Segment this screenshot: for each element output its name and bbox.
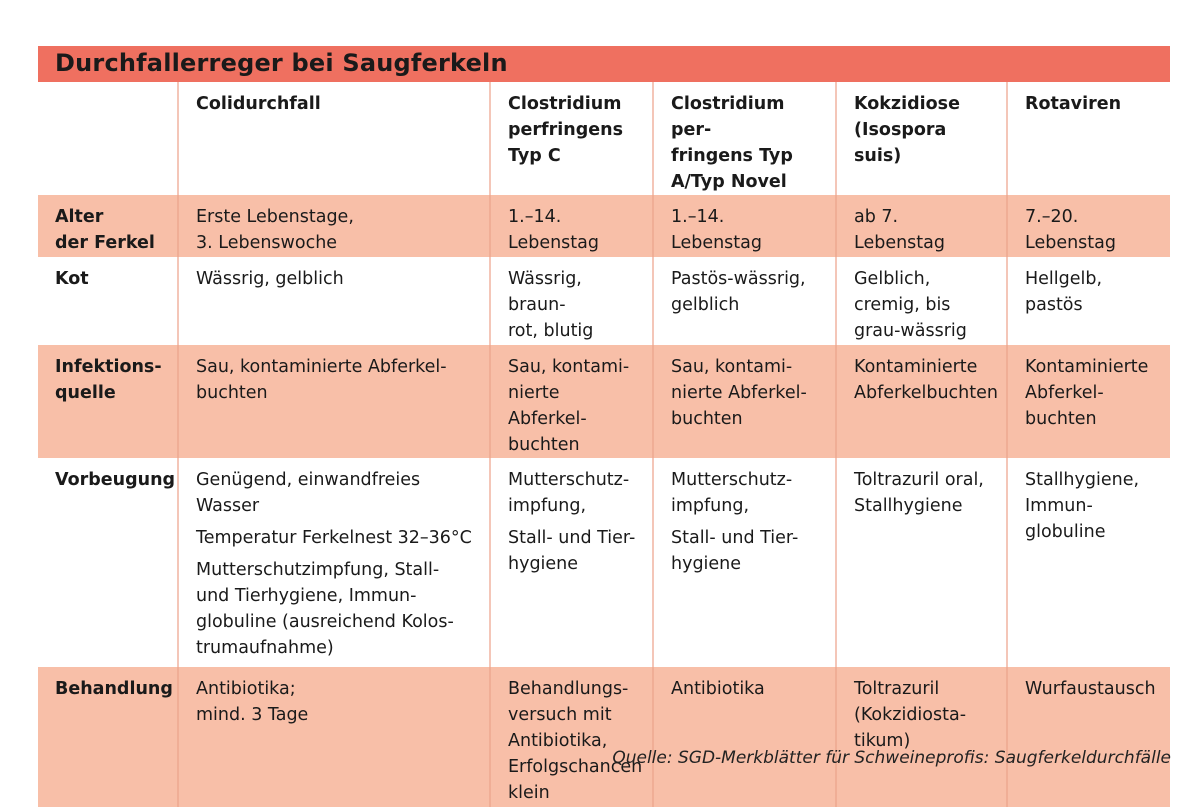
column-header: Clostridium perfringens Typ C — [489, 82, 653, 195]
table-cell: Kontaminierte Abferkel- buchten — [1006, 345, 1170, 458]
cell-text: Kontaminierte Abferkelbuchten — [854, 357, 998, 403]
cell-text: Pastös-wässrig, gelblich — [671, 269, 806, 315]
cell-text: Sau, kontaminierte Abferkel- buchten — [196, 357, 447, 403]
header-row: Colidurchfall Clostridium perfringens Typ… — [38, 82, 1170, 195]
table-cell: Sau, kontami- nierte Abferkel- buchten — [489, 345, 653, 458]
cell-text: Antibiotika — [671, 679, 765, 699]
cell-text: Wässrig, gelblich — [196, 269, 344, 289]
cell-text: Hellgelb, pastös — [1025, 269, 1103, 315]
row-label: Infektions- quelle — [38, 345, 178, 458]
cell-text: Genügend, einwandfreies Wasser — [196, 470, 421, 516]
table-cell: Toltrazuril oral, Stallhygiene — [835, 458, 1007, 667]
table-cell: Sau, kontaminierte Abferkel- buchten — [177, 345, 490, 458]
cell-text: Erste Lebenstage, 3. Lebenswoche — [196, 207, 354, 253]
cell-text: Wurfaustausch — [1025, 679, 1156, 699]
row-label: Kot — [55, 269, 89, 289]
row-label: Vorbeugung — [55, 470, 176, 490]
column-header: Rotaviren — [1006, 82, 1170, 195]
table-cell: Mutterschutz- impfung, Stall- und Tier- h… — [489, 458, 653, 667]
table-cell: 1.–14. Lebenstag — [489, 195, 653, 257]
table-cell: Genügend, einwandfreies Wasser Temperatur… — [177, 458, 490, 667]
column-header — [38, 82, 178, 195]
table-cell: ab 7. Lebenstag — [835, 195, 1007, 257]
table-cell: Stallhygiene, Immun- globuline — [1006, 458, 1170, 667]
table-cell: Mutterschutz- impfung, Stall- und Tier- h… — [652, 458, 836, 667]
column-header: Kokzidiose (Isospora suis) — [835, 82, 1007, 195]
pathogen-table: Colidurchfall Clostridium perfringens Typ… — [38, 82, 1170, 807]
cell-text: Stallhygiene, Immun- globuline — [1025, 470, 1140, 542]
table-cell: Wässrig, braun- rot, blutig — [489, 257, 653, 345]
cell-text: Stall- und Tier- hygiene — [671, 528, 799, 574]
column-header: Colidurchfall — [177, 82, 490, 195]
table-row: Kot Wässrig, gelblich Wässrig, braun- rot,… — [38, 257, 1170, 345]
cell-text: Kontaminierte Abferkel- buchten — [1025, 357, 1149, 429]
table-cell: Wässrig, gelblich — [177, 257, 490, 345]
cell-text: ab 7. Lebenstag — [854, 207, 945, 253]
cell-text: Sau, kontami- nierte Abferkel- buchten — [671, 357, 807, 429]
table-cell: Antibiotika — [652, 667, 836, 807]
table-cell: Pastös-wässrig, gelblich — [652, 257, 836, 345]
cell-text: Mutterschutzimpfung, Stall- und Tierhygi… — [196, 560, 454, 658]
table-cell: Erste Lebenstage, 3. Lebenswoche — [177, 195, 490, 257]
cell-text: 1.–14. Lebenstag — [508, 207, 599, 253]
cell-text: Gelblich, cremig, bis grau-wässrig — [854, 269, 967, 341]
table-row: Alter der Ferkel Erste Lebenstage, 3. Leb… — [38, 195, 1170, 257]
table-cell: Kontaminierte Abferkelbuchten — [835, 345, 1007, 458]
table-cell: 7.–20. Lebenstag — [1006, 195, 1170, 257]
cell-text: Behandlungs- versuch mit Antibiotika, Er… — [508, 679, 643, 803]
table-row: Vorbeugung Genügend, einwandfreies Wasser… — [38, 458, 1170, 667]
table-cell: Gelblich, cremig, bis grau-wässrig — [835, 257, 1007, 345]
cell-text: Mutterschutz- impfung, — [508, 470, 630, 516]
table-cell: 1.–14. Lebenstag — [652, 195, 836, 257]
row-label: Alter der Ferkel — [38, 195, 178, 257]
column-header: Clostridium per- fringens Typ A/Typ Nove… — [652, 82, 836, 195]
source-note: Quelle: SGD-Merkblätter für Schweineprof… — [612, 748, 1171, 768]
row-label: Behandlung — [38, 667, 178, 807]
cell-text: Wässrig, braun- rot, blutig — [508, 269, 594, 341]
table-cell: Wurfaustausch — [1006, 667, 1170, 807]
table-row: Infektions- quelle Sau, kontaminierte Abf… — [38, 345, 1170, 458]
table-cell: Behandlungs- versuch mit Antibiotika, Er… — [489, 667, 653, 807]
cell-text: Antibiotika; mind. 3 Tage — [196, 679, 309, 725]
table-cell: Hellgelb, pastös — [1006, 257, 1170, 345]
cell-text: Stall- und Tier- hygiene — [508, 528, 636, 574]
table-title: Durchfallerreger bei Saugferkeln — [55, 49, 508, 77]
table-cell: Antibiotika; mind. 3 Tage — [177, 667, 490, 807]
table-title-bar: Durchfallerreger bei Saugferkeln — [38, 46, 1170, 82]
cell-text: 1.–14. Lebenstag — [671, 207, 762, 253]
table-cell: Sau, kontami- nierte Abferkel- buchten — [652, 345, 836, 458]
cell-text: 7.–20. Lebenstag — [1025, 207, 1116, 253]
cell-text: Sau, kontami- nierte Abferkel- buchten — [508, 357, 630, 455]
cell-text: Toltrazuril (Kokzidiosta- tikum) — [854, 679, 967, 751]
table-cell: Toltrazuril (Kokzidiosta- tikum) — [835, 667, 1007, 807]
cell-text: Toltrazuril oral, Stallhygiene — [854, 470, 984, 516]
table-row: Behandlung Antibiotika; mind. 3 Tage Behan… — [38, 667, 1170, 807]
cell-text: Mutterschutz- impfung, — [671, 470, 793, 516]
cell-text: Temperatur Ferkelnest 32–36°C — [196, 528, 472, 548]
